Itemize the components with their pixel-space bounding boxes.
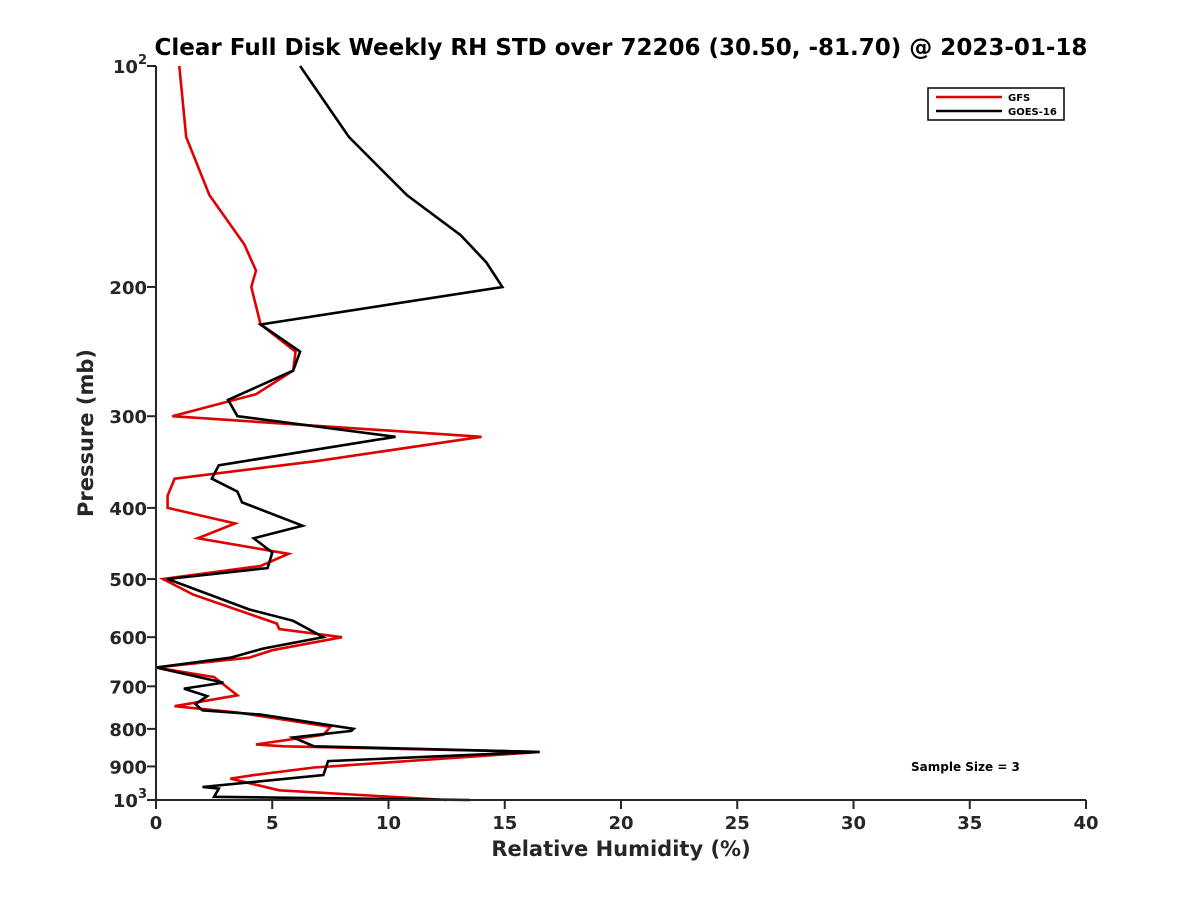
y-tick-base: 300	[109, 407, 147, 428]
y-tick-base: 500	[109, 570, 147, 591]
chart-title: Clear Full Disk Weekly RH STD over 72206…	[155, 35, 1088, 61]
x-ticks: 0 5 10 15 20 25 30 35 40	[150, 800, 1099, 834]
y-tick-label: 800	[109, 720, 147, 741]
y-tick-base: 10	[113, 791, 138, 812]
x-tick-label: 30	[841, 813, 866, 834]
y-tick-label: 200	[109, 278, 147, 299]
y-tick-label: 500	[109, 570, 147, 591]
series-line-goes16	[155, 65, 540, 802]
y-tick-base: 400	[109, 499, 147, 520]
x-tick-label: 5	[266, 813, 279, 834]
x-axis-label: Relative Humidity (%)	[491, 837, 750, 861]
y-tick-label: 700	[109, 677, 147, 698]
x-tick-label: 25	[725, 813, 750, 834]
legend-label-gfs: GFS	[1008, 93, 1030, 104]
y-tick-exponent: 3	[138, 787, 147, 802]
x-tick-label: 15	[492, 813, 517, 834]
y-tick-label: 103	[113, 787, 147, 812]
y-tick-base: 700	[109, 677, 147, 698]
y-tick-label: 102	[113, 53, 147, 78]
y-tick-base: 600	[109, 628, 147, 649]
y-tick-label: 300	[109, 407, 147, 428]
series-line-gfs	[155, 65, 540, 802]
y-tick-label: 900	[109, 757, 147, 778]
y-tick-base: 200	[109, 278, 147, 299]
y-axis-label: Pressure (mb)	[74, 349, 98, 517]
legend-label-goes16: GOES-16	[1008, 107, 1057, 118]
legend: GFS GOES-16	[927, 87, 1065, 121]
x-tick-label: 20	[608, 813, 633, 834]
x-tick-label: 10	[376, 813, 401, 834]
y-tick-exponent: 2	[138, 53, 147, 68]
y-tick-label: 400	[109, 499, 147, 520]
x-tick-label: 40	[1073, 813, 1098, 834]
legend-box	[927, 87, 1065, 121]
y-tick-base: 10	[113, 57, 138, 78]
sample-size-annotation: Sample Size = 3	[911, 760, 1020, 774]
y-tick-label: 600	[109, 628, 147, 649]
y-tick-base: 900	[109, 757, 147, 778]
y-tick-base: 800	[109, 720, 147, 741]
x-tick-label: 0	[150, 813, 163, 834]
x-tick-label: 35	[957, 813, 982, 834]
series-layer	[155, 65, 540, 802]
